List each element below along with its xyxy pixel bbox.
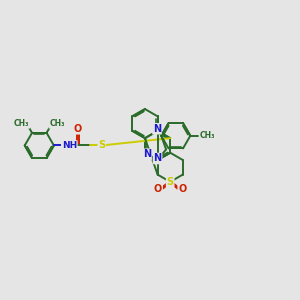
Text: N: N xyxy=(154,154,162,164)
Text: S: S xyxy=(167,177,174,187)
Text: NH: NH xyxy=(62,141,77,150)
Text: O: O xyxy=(154,184,162,194)
Text: S: S xyxy=(98,140,105,151)
Text: CH₃: CH₃ xyxy=(199,131,215,140)
Text: CH₃: CH₃ xyxy=(49,119,64,128)
Text: O: O xyxy=(178,184,186,194)
Text: O: O xyxy=(74,124,82,134)
Text: N: N xyxy=(143,149,151,159)
Text: N: N xyxy=(153,124,161,134)
Text: CH₃: CH₃ xyxy=(14,119,29,128)
